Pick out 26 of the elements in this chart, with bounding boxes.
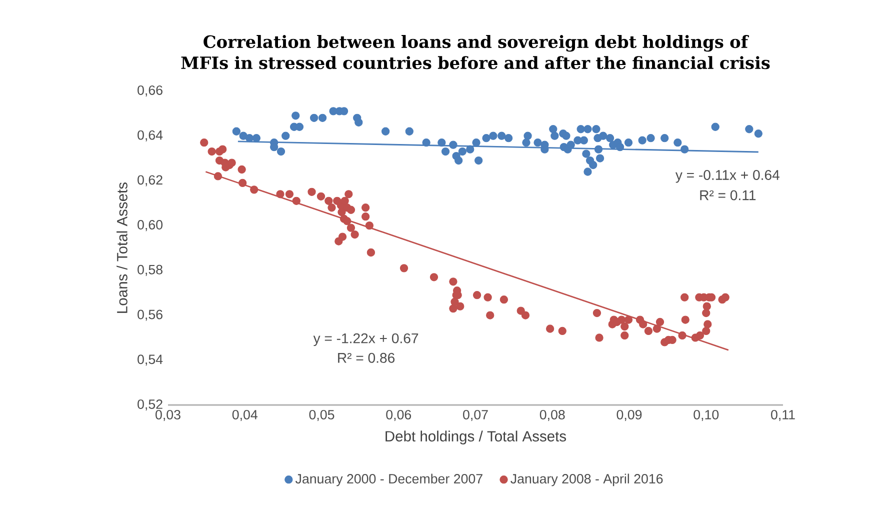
- y-tick-label: 0,56: [138, 310, 162, 321]
- annotation: R² = 0.11: [700, 190, 756, 200]
- y-tick-label: 0,52: [138, 399, 162, 411]
- x-tick-label: 0,03: [156, 410, 180, 422]
- y-tick-label: 0,54: [138, 354, 163, 366]
- x-tick-label: 0,09: [616, 410, 642, 422]
- annotation: R² = 0.86: [338, 352, 395, 363]
- x-tick-label: 0,07: [463, 410, 488, 422]
- y-tick-label: 0,62: [138, 175, 162, 186]
- x-tick-label: 0,05: [309, 410, 334, 422]
- x-tick-label: 0,10: [694, 410, 719, 422]
- legend-label: January 2008 - April 2016: [510, 474, 663, 486]
- y-axis-title: Loans / Total Assets: [116, 182, 128, 313]
- x-tick-label: 0,06: [386, 410, 412, 422]
- y-tick-label: 0,66: [138, 85, 162, 97]
- x-tick-label: 0,08: [540, 410, 565, 422]
- y-tick-label: 0,60: [138, 220, 163, 232]
- chart-title: Correlation between loans and sovereign debt holdings of MFIs in stressed countries before and after the financial crisis: [181, 35, 770, 70]
- legend-label: January 2000 - December 2007: [295, 474, 482, 486]
- x-tick-label: 0,11: [771, 410, 795, 422]
- y-tick-label: 0,64: [138, 130, 163, 142]
- x-axis-title: Debt holdings / Total Assets: [386, 430, 566, 444]
- annotation: y = -0.11x + 0.64: [675, 170, 780, 183]
- x-tick-label: 0,04: [232, 410, 258, 422]
- y-tick-label: 0,58: [138, 264, 162, 276]
- annotation: y = -1.22x + 0.67: [313, 333, 418, 346]
